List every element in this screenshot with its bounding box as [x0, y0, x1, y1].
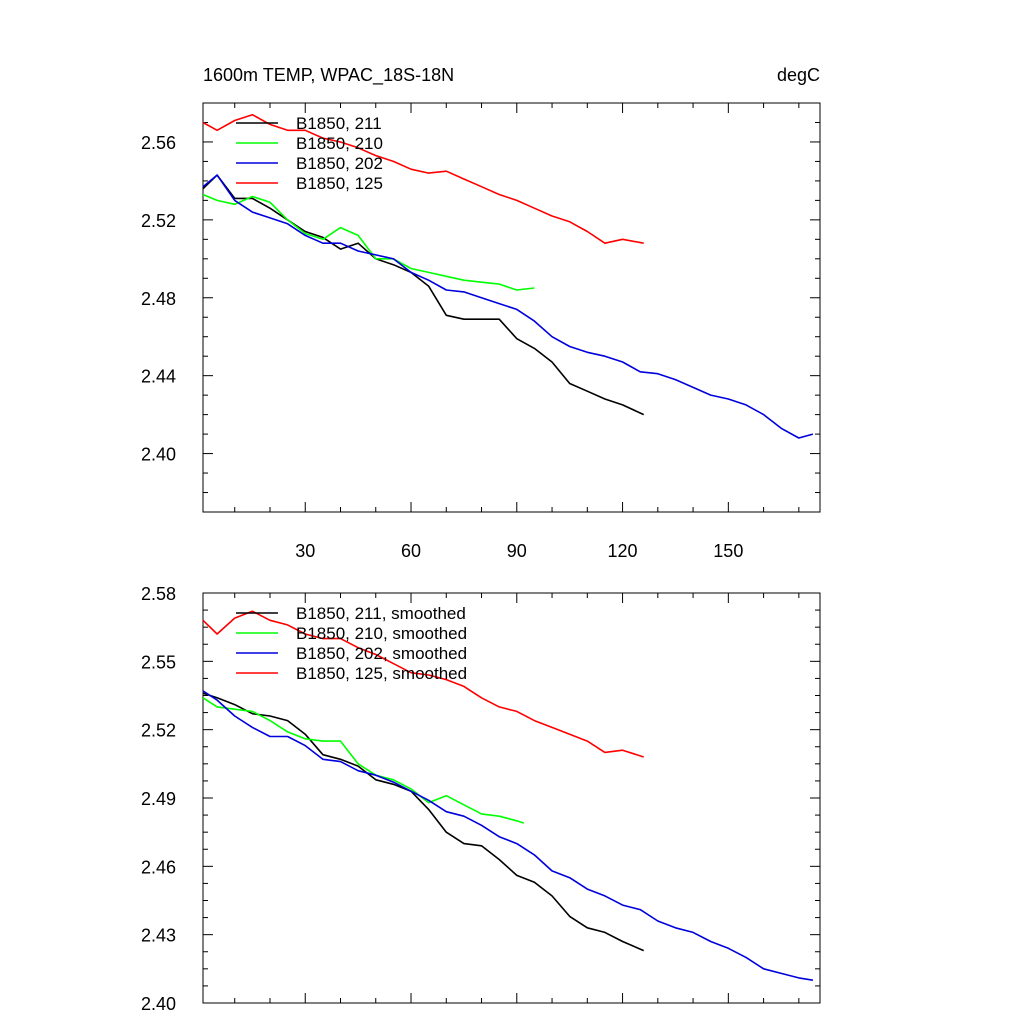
series-line: [202, 692, 645, 952]
top-panel: 30 60 90 120 150 2.40 2.44 2.48 2.52 2.56 B1850, 2…: [141, 102, 821, 561]
x-tick-label: 60: [401, 541, 421, 561]
y-tick-label: 2.46: [141, 857, 176, 877]
x-tick-label: 150: [713, 541, 743, 561]
x-tick-label: 120: [608, 541, 638, 561]
series-line: [202, 610, 644, 758]
y-tick-label: 2.52: [141, 721, 176, 741]
y-tick-label: 2.55: [141, 652, 176, 672]
legend-label: B1850, 210: [296, 134, 383, 153]
legend-label: B1850, 125, smoothed: [296, 664, 467, 683]
legend-label: B1850, 211, smoothed: [296, 604, 466, 623]
legend-label: B1850, 211: [296, 114, 382, 133]
series-line: [202, 174, 645, 416]
y-tick-label: 2.40: [141, 445, 176, 465]
legend-label: B1850, 202: [296, 154, 383, 173]
bottom-panel: 2.40 2.43 2.46 2.49 2.52 2.55 2.58 B1850, 211, …: [141, 584, 821, 1014]
y-tick-label: 2.44: [141, 367, 176, 387]
series-line: [202, 697, 525, 824]
chart-title: 1600m TEMP, WPAC_18S-18N: [203, 65, 454, 86]
series-line: [202, 174, 814, 439]
series-line: [202, 193, 535, 291]
units-label: degC: [777, 65, 820, 85]
legend-label: B1850, 125: [296, 174, 383, 193]
y-tick-label: 2.56: [141, 133, 176, 153]
y-tick-label: 2.49: [141, 789, 176, 809]
legend-label: B1850, 210, smoothed: [296, 624, 467, 643]
series-line: [202, 113, 644, 244]
y-tick-label: 2.43: [141, 926, 176, 946]
plot-frame: [202, 102, 821, 513]
y-tick-label: 2.58: [141, 584, 176, 604]
y-tick-label: 2.48: [141, 289, 176, 309]
legend-label: B1850, 202, smoothed: [296, 644, 467, 663]
series-line: [202, 690, 814, 981]
y-tick-label: 2.40: [141, 994, 176, 1014]
x-tick-label: 30: [295, 541, 315, 561]
x-tick-label: 90: [507, 541, 527, 561]
y-tick-label: 2.52: [141, 211, 176, 231]
